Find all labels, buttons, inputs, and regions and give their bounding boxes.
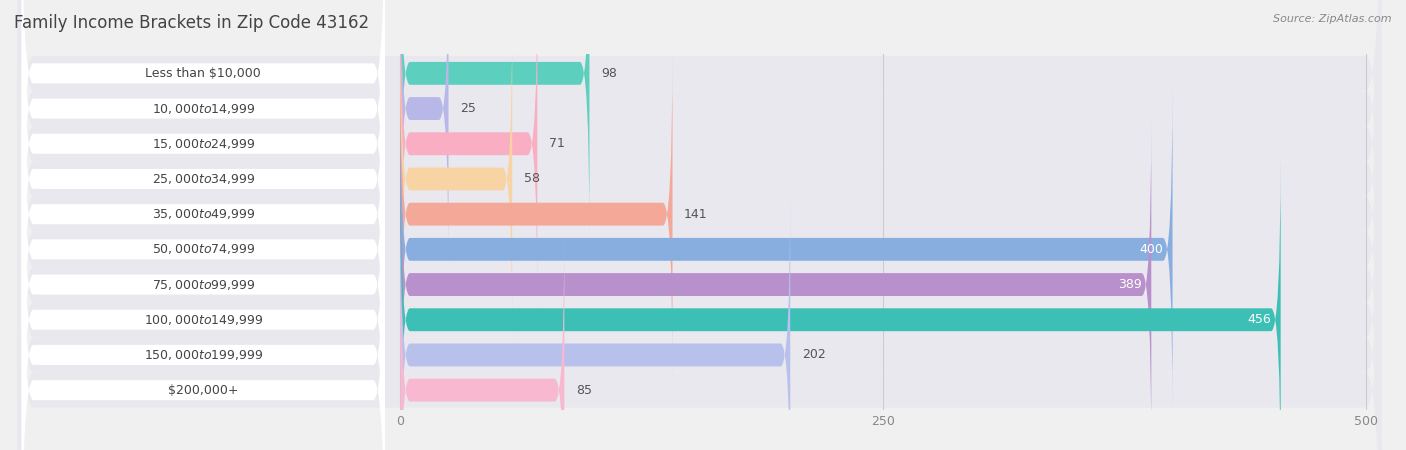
FancyBboxPatch shape [18, 0, 1381, 450]
FancyBboxPatch shape [18, 91, 1381, 450]
Text: Family Income Brackets in Zip Code 43162: Family Income Brackets in Zip Code 43162 [14, 14, 370, 32]
Text: $75,000 to $99,999: $75,000 to $99,999 [152, 278, 254, 292]
FancyBboxPatch shape [21, 154, 385, 450]
Text: $15,000 to $24,999: $15,000 to $24,999 [152, 137, 254, 151]
FancyBboxPatch shape [21, 48, 385, 450]
Text: Less than $10,000: Less than $10,000 [145, 67, 262, 80]
Text: $50,000 to $74,999: $50,000 to $74,999 [152, 243, 254, 256]
FancyBboxPatch shape [21, 0, 385, 345]
Text: 141: 141 [685, 207, 707, 220]
FancyBboxPatch shape [18, 0, 1381, 408]
FancyBboxPatch shape [401, 120, 1152, 449]
Text: $150,000 to $199,999: $150,000 to $199,999 [143, 348, 263, 362]
Text: 202: 202 [801, 348, 825, 361]
Text: 456: 456 [1247, 313, 1271, 326]
Text: 71: 71 [548, 137, 565, 150]
Text: $25,000 to $34,999: $25,000 to $34,999 [152, 172, 254, 186]
FancyBboxPatch shape [21, 13, 385, 415]
Text: 85: 85 [576, 384, 592, 396]
FancyBboxPatch shape [21, 0, 385, 310]
FancyBboxPatch shape [401, 155, 1281, 450]
FancyBboxPatch shape [21, 119, 385, 450]
Text: 389: 389 [1118, 278, 1142, 291]
FancyBboxPatch shape [18, 0, 1381, 373]
FancyBboxPatch shape [21, 83, 385, 450]
FancyBboxPatch shape [401, 85, 1173, 414]
Text: 58: 58 [524, 172, 540, 185]
FancyBboxPatch shape [401, 190, 790, 450]
FancyBboxPatch shape [401, 0, 449, 273]
FancyBboxPatch shape [18, 56, 1381, 450]
Text: 98: 98 [600, 67, 617, 80]
FancyBboxPatch shape [18, 0, 1381, 338]
FancyBboxPatch shape [18, 0, 1381, 443]
FancyBboxPatch shape [401, 0, 537, 308]
Text: 25: 25 [460, 102, 477, 115]
FancyBboxPatch shape [21, 0, 385, 274]
FancyBboxPatch shape [18, 20, 1381, 450]
FancyBboxPatch shape [401, 0, 589, 238]
FancyBboxPatch shape [18, 126, 1381, 450]
FancyBboxPatch shape [401, 14, 512, 343]
Text: Source: ZipAtlas.com: Source: ZipAtlas.com [1274, 14, 1392, 23]
FancyBboxPatch shape [401, 50, 672, 379]
Text: $100,000 to $149,999: $100,000 to $149,999 [143, 313, 263, 327]
FancyBboxPatch shape [401, 225, 564, 450]
FancyBboxPatch shape [21, 0, 385, 380]
Text: $10,000 to $14,999: $10,000 to $14,999 [152, 102, 254, 116]
Text: $35,000 to $49,999: $35,000 to $49,999 [152, 207, 254, 221]
FancyBboxPatch shape [21, 189, 385, 450]
FancyBboxPatch shape [18, 0, 1381, 450]
Text: $200,000+: $200,000+ [169, 384, 239, 396]
Text: 400: 400 [1139, 243, 1163, 256]
